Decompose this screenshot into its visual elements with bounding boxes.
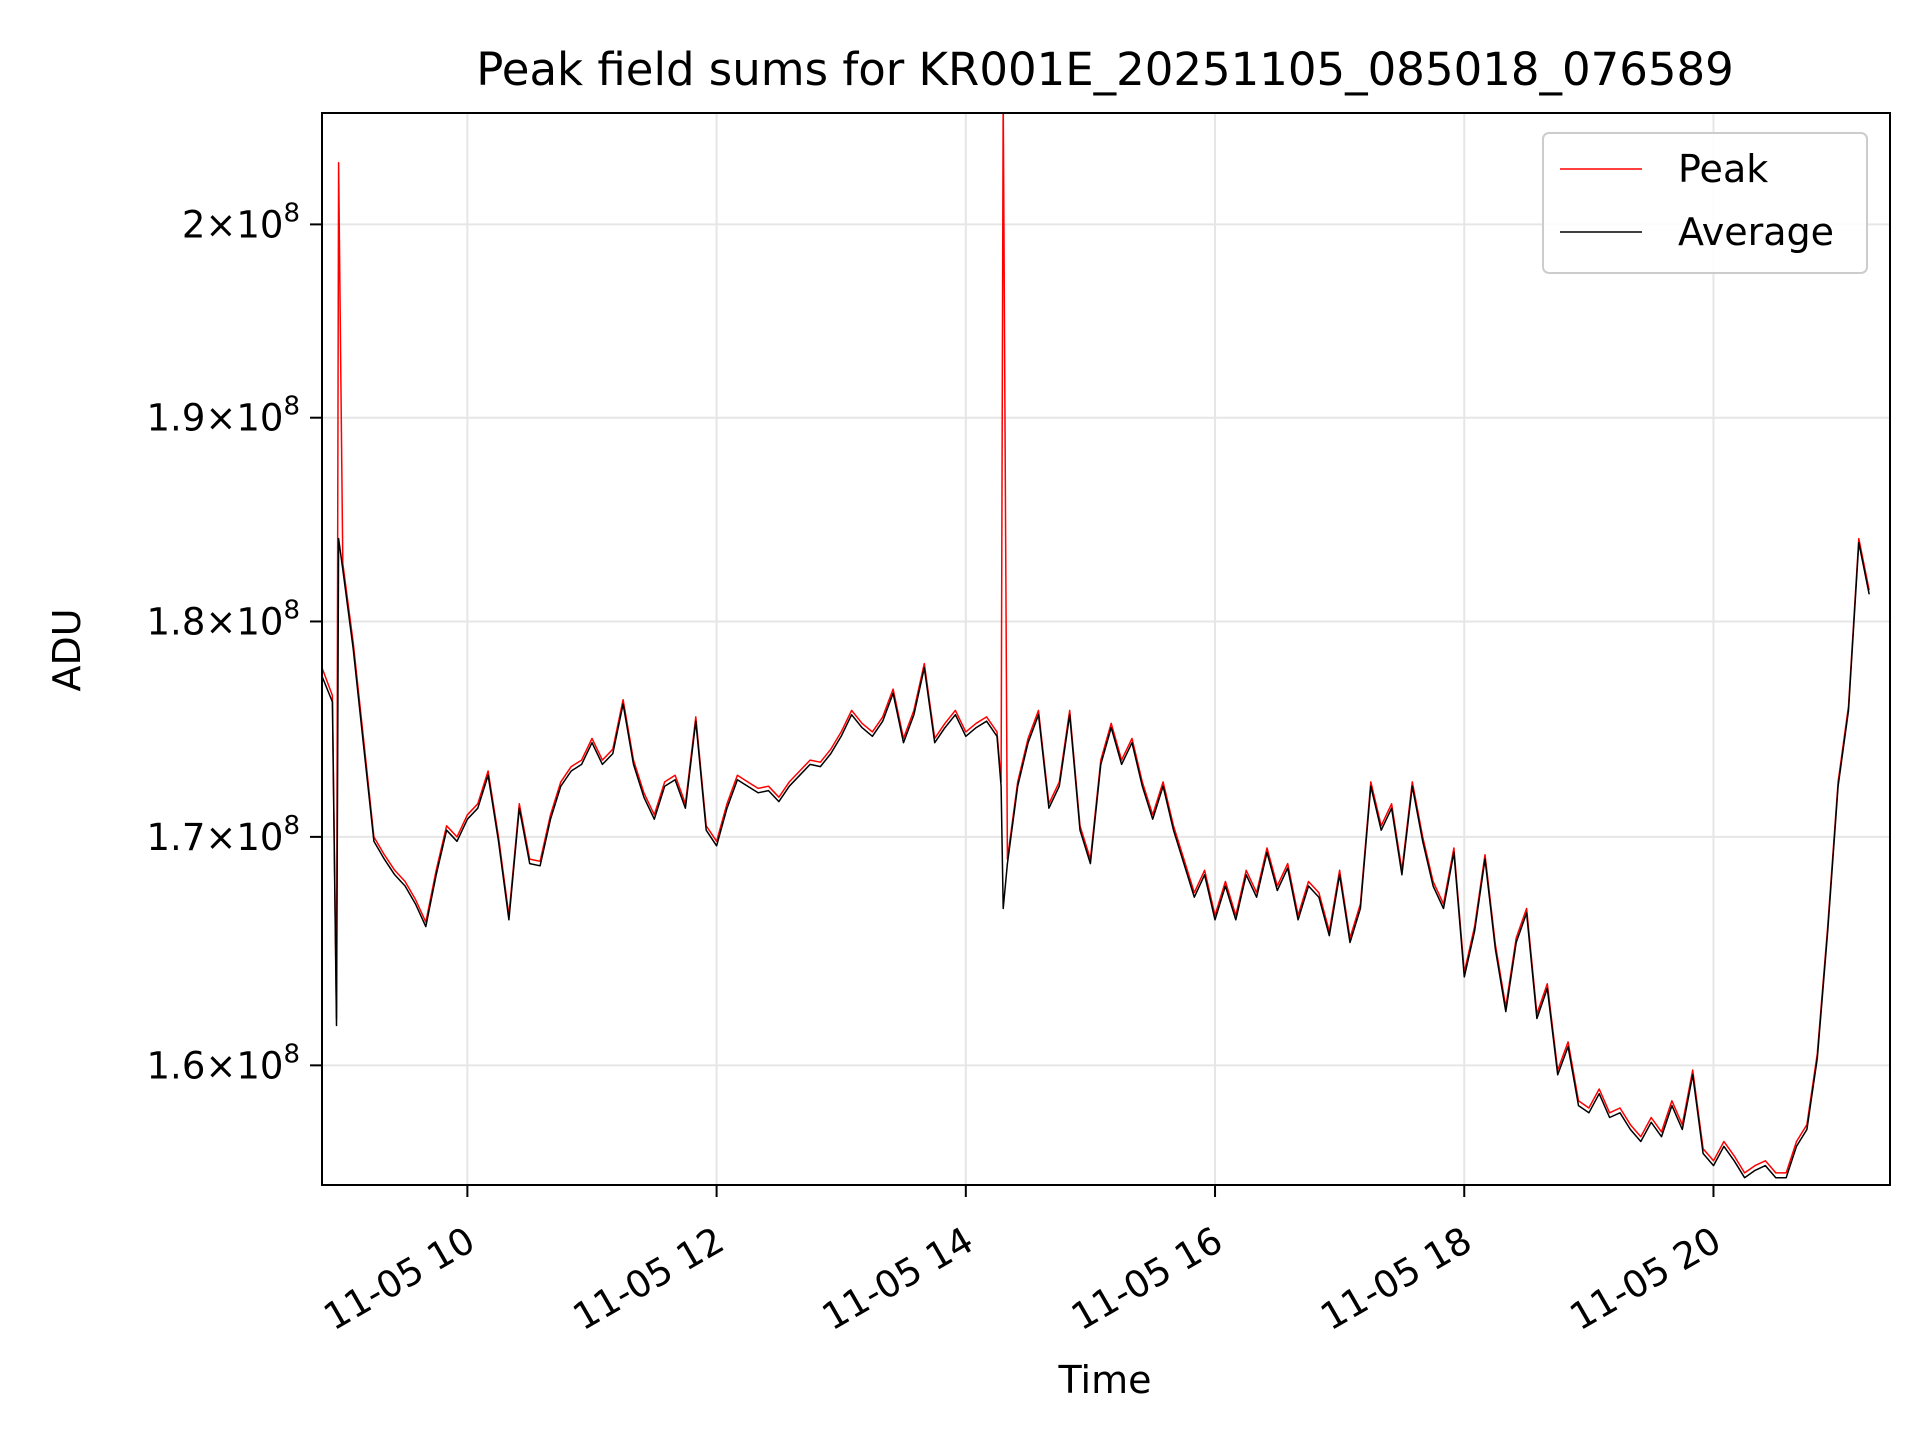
y-tick-label: 2×108 <box>182 198 300 246</box>
y-tick-exponent: 8 <box>283 392 300 422</box>
y-tick-label: 1.7×108 <box>147 811 300 859</box>
x-axis-label: Time <box>1058 1358 1152 1402</box>
y-tick-times: ×10 <box>205 397 283 440</box>
y-tick-base: 2 <box>182 203 206 246</box>
plot-frame <box>321 112 1891 1186</box>
y-tick-exponent: 8 <box>283 198 300 228</box>
plot-lines <box>322 113 1870 1179</box>
y-tick-exponent: 8 <box>283 811 300 841</box>
legend: Peak Average <box>1542 132 1868 274</box>
y-tick-label: 1.9×108 <box>147 392 300 440</box>
y-tick-times: ×10 <box>205 203 283 246</box>
y-tick-label: 1.6×108 <box>147 1039 300 1087</box>
y-axis-label: ADU <box>45 608 89 691</box>
y-tick-times: ×10 <box>205 1044 283 1087</box>
y-tick-exponent: 8 <box>283 595 300 625</box>
y-tick-base: 1.9 <box>147 397 206 440</box>
y-tick-base: 1.8 <box>147 600 206 643</box>
legend-box <box>1542 132 1868 274</box>
legend-label-average: Average <box>1678 210 1834 254</box>
y-tick-label: 1.8×108 <box>147 595 300 643</box>
legend-label-peak: Peak <box>1678 147 1768 191</box>
y-tick-base: 1.6 <box>147 1044 206 1087</box>
series-line-average <box>322 537 1870 1179</box>
chart-title: Peak field sums for KR001E_20251105_0850… <box>476 43 1734 96</box>
series-group <box>322 113 1870 1179</box>
y-tick-times: ×10 <box>205 816 283 859</box>
y-tick-exponent: 8 <box>283 1039 300 1069</box>
y-tick-times: ×10 <box>205 600 283 643</box>
y-tick-base: 1.7 <box>147 816 206 859</box>
